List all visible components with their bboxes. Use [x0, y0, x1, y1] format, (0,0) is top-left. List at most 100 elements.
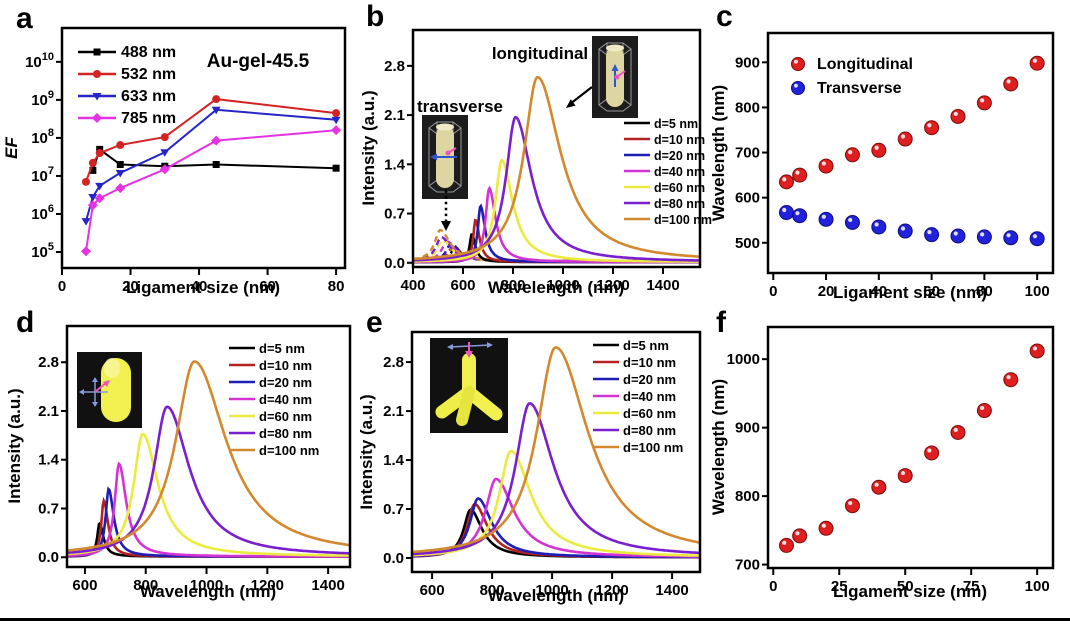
legend-label: d=10 nm: [623, 355, 676, 370]
legend-label: d=40 nm: [654, 165, 705, 179]
x-tick-label: 80: [328, 278, 345, 295]
legend-label: d=40 nm: [259, 392, 312, 407]
x-tick-label: 600: [420, 582, 445, 599]
y-tick-label: 107: [31, 165, 54, 185]
series-d=100 nm: [67, 360, 350, 552]
annotation-longitudinal: longitudinal: [492, 44, 588, 63]
x-tick-label: 600: [72, 577, 97, 594]
x-axis-label: Wavelength (nm): [488, 586, 624, 605]
axes-frame: [410, 330, 702, 574]
series-d=80 nm: [413, 115, 700, 262]
x-tick-label: 1200: [251, 577, 284, 594]
x-tick-label: 1400: [646, 277, 679, 294]
x-tick-label: 1200: [595, 582, 628, 599]
x-tick-label: 800: [500, 277, 525, 294]
legend-label: d=10 nm: [654, 133, 705, 147]
series-d=80 nm: [412, 402, 699, 556]
y-tick-label: 600: [735, 190, 760, 207]
legend-label: d=5 nm: [623, 338, 669, 353]
legend-label: d=20 nm: [623, 372, 676, 387]
legend-label: Transverse: [817, 80, 902, 97]
panel-letter-e: e: [366, 306, 383, 339]
bottom-rule: [0, 618, 1070, 621]
panel-letter-d: d: [16, 306, 35, 339]
legend-label: d=80 nm: [654, 197, 705, 211]
legend-label: d=60 nm: [623, 406, 676, 421]
legend-label: d=40 nm: [623, 389, 676, 404]
x-tick-label: 75: [963, 578, 980, 595]
x-tick-label: 50: [897, 578, 914, 595]
series-Longitudinal: [778, 343, 1045, 553]
x-axis-label: Wavelength (nm): [488, 278, 624, 297]
x-axis-label: Ligament size (nm): [833, 283, 987, 302]
legend-label: 785 nm: [121, 110, 176, 127]
y-tick-label: 2.8: [38, 354, 59, 371]
series-d=60 nm: [412, 449, 699, 557]
y-axis-label: EF: [2, 137, 21, 159]
axes-frame: [411, 28, 702, 269]
x-tick-label: 20: [122, 278, 139, 295]
axes-frame: [766, 325, 1055, 570]
panel-letter-b: b: [366, 0, 385, 33]
y-tick-label: 0.7: [38, 500, 59, 517]
legend-label: 633 nm: [121, 88, 176, 105]
axes-frame: [60, 26, 347, 270]
legend-label: d=5 nm: [654, 117, 698, 131]
x-tick-label: 0: [769, 283, 777, 300]
legend-label: d=60 nm: [259, 409, 312, 424]
y-tick-label: 700: [735, 145, 760, 162]
panel-d-chart: 600 800 1000 1200 1400 0.0 0.7 1.4 2.1 2.8 Wavelen…: [5, 324, 352, 601]
x-tick-label: 400: [400, 277, 425, 294]
y-tick-label: 2.1: [383, 403, 404, 420]
axes-frame: [766, 31, 1055, 275]
y-axis-label: Intensity (a.u.): [359, 90, 378, 205]
x-tick-label: 1000: [190, 577, 223, 594]
series-d=100 nm: [413, 75, 700, 261]
y-tick-label: 800: [735, 488, 760, 505]
y-tick-label: 900: [735, 54, 760, 71]
y-tick-label: 2.8: [384, 58, 405, 75]
y-tick-label: 2.1: [38, 403, 59, 420]
x-tick-label: 800: [480, 582, 505, 599]
y-axis-label: Intensity (a.u.): [5, 388, 24, 503]
x-axis-label: Wavelength (nm): [140, 582, 276, 601]
panel-title: Au-gel-45.5: [207, 51, 310, 72]
y-tick-label: 2.8: [383, 354, 404, 371]
y-tick-label: 800: [735, 99, 760, 116]
x-tick-label: 1400: [655, 582, 688, 599]
x-tick-label: 25: [831, 578, 848, 595]
x-tick-label: 1000: [535, 582, 568, 599]
panel-a-chart: 0 20 40 60 80 105 106 107 108 109 1010 Ligament siz…: [2, 26, 347, 297]
x-tick-label: 600: [450, 277, 475, 294]
y-tick-label: 0.7: [384, 206, 405, 223]
x-tick-label: 20: [818, 283, 835, 300]
x-tick-label: 40: [191, 278, 208, 295]
x-tick-label: 100: [1025, 578, 1050, 595]
y-axis-label: Wavelength (nm): [709, 85, 728, 221]
legend-label: d=80 nm: [623, 423, 676, 438]
x-tick-label: 0: [769, 578, 777, 595]
panel-f-chart: 0 25 50 75 100 700 800 900 1000 Ligament size (nm…: [709, 325, 1055, 601]
legend-label: d=80 nm: [259, 426, 312, 441]
x-tick-label: 80: [976, 283, 993, 300]
y-tick-label: 105: [31, 241, 54, 261]
legend-label: d=20 nm: [259, 375, 312, 390]
axes-frame: [65, 324, 352, 569]
x-tick-label: 1000: [546, 277, 579, 294]
y-tick-label: 1.4: [383, 452, 405, 469]
panel-e-legend: d=5 nm d=10 nm d=20 nm d=40 nm d=60 nm d=80 n…: [593, 338, 683, 455]
x-tick-label: 0: [58, 278, 66, 295]
x-tick-label: 800: [133, 577, 158, 594]
panel-b-chart: 400 600 800 1000 1200 1400 0.0 0.7 1.4 2.1 2.8 Wave…: [359, 28, 712, 297]
y-tick-label: 0.0: [383, 550, 404, 567]
legend-label: 488 nm: [121, 44, 176, 61]
y-tick-label: 2.1: [384, 107, 405, 124]
x-tick-label: 60: [259, 278, 276, 295]
legend-label: d=20 nm: [654, 149, 705, 163]
panel-b-legend: d=5 nm d=10 nm d=20 nm d=40 nm d=60 nm d=80 n…: [624, 117, 712, 227]
y-tick-label: 109: [31, 89, 54, 109]
y-tick-label: 900: [735, 420, 760, 437]
panel-d-legend: d=5 nm d=10 nm d=20 nm d=40 nm d=60 nm d=80 n…: [229, 341, 319, 458]
x-tick-label: 100: [1025, 283, 1050, 300]
